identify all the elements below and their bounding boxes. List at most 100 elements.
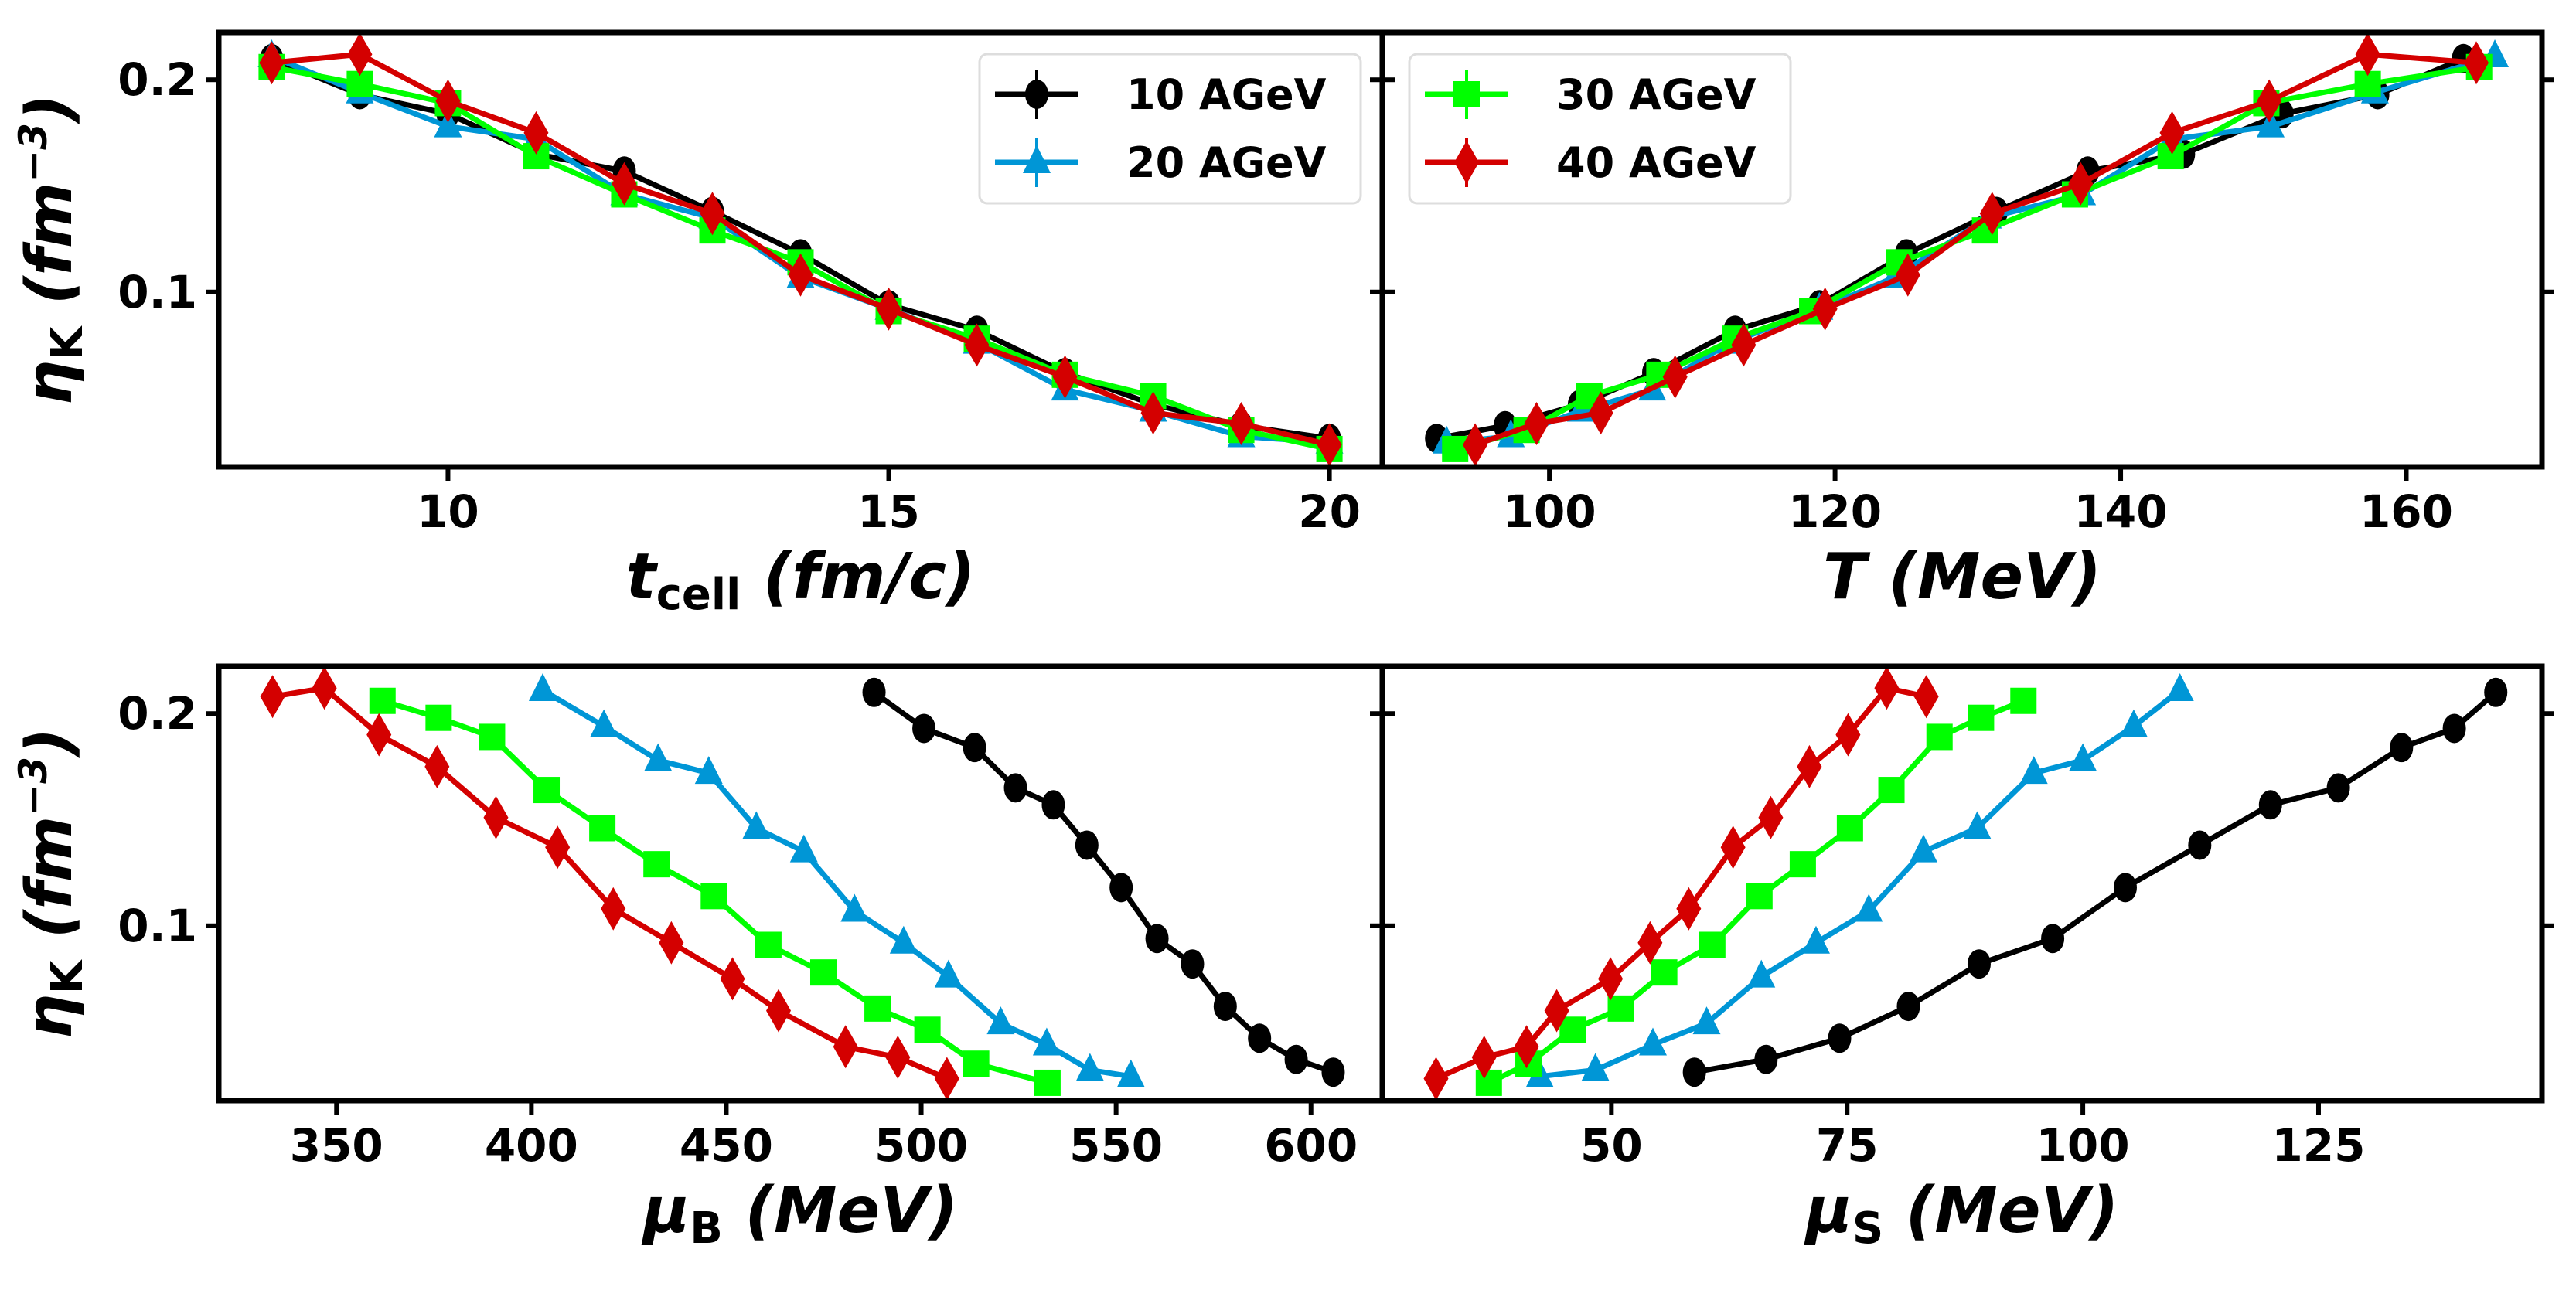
data-point <box>1676 887 1702 931</box>
data-point <box>1181 949 1205 979</box>
x-axis-label: μB (MeV) <box>641 1174 958 1254</box>
data-point <box>312 666 337 710</box>
panel-bottom-right: 50 75 100 125 μS (MeV) <box>1370 663 2554 1254</box>
data-point <box>1598 957 1624 1001</box>
x-axis-label: μS (MeV) <box>1804 1174 2119 1254</box>
data-point <box>700 883 727 910</box>
data-point <box>2258 790 2282 820</box>
data-point <box>876 287 901 331</box>
data-point <box>2355 32 2380 77</box>
data-point <box>1926 723 1953 751</box>
x-tick-label: 100 <box>1503 485 1596 538</box>
data-point <box>589 815 616 842</box>
data-point <box>1637 921 1663 965</box>
x-tick-label: 125 <box>2271 1119 2365 1172</box>
data-point <box>1075 830 1099 860</box>
legend-marker <box>1453 81 1480 107</box>
x-tick-label: 450 <box>680 1119 773 1172</box>
data-point <box>1423 1057 1449 1101</box>
x-axis-label: tcell (fm/c) <box>626 540 976 620</box>
data-point <box>1878 777 1905 804</box>
legend-marker <box>1025 80 1048 109</box>
data-point <box>1463 423 1488 467</box>
data-point <box>1041 790 1065 820</box>
y-axis-label: ηK (fm−3) <box>11 94 93 405</box>
data-point <box>2326 773 2350 803</box>
x-tick-label: 10 <box>417 485 479 538</box>
y-axis-label: ηK (fm−3) <box>11 727 93 1039</box>
data-point <box>2188 830 2212 860</box>
data-point <box>2010 687 2037 714</box>
data-point <box>1874 666 1900 710</box>
data-point <box>2068 162 2094 206</box>
axis-label-superscript: −3 <box>11 123 56 182</box>
legend-box <box>1408 53 1792 205</box>
x-tick-label: 20 <box>1298 485 1361 538</box>
legend-label: 30 AGeV <box>1556 70 1757 119</box>
data-point <box>788 253 813 297</box>
legend-label: 10 AGeV <box>1126 70 1327 119</box>
x-tick-label: 550 <box>1069 1119 1163 1172</box>
data-point <box>1607 995 1634 1022</box>
series-40-AGeV <box>259 32 1342 467</box>
data-point <box>434 109 462 138</box>
axis-label-units: (fm <box>13 816 87 961</box>
data-point <box>643 851 670 878</box>
axis-label-subscript: B <box>690 1203 723 1254</box>
data-point <box>1662 355 1688 399</box>
axis-label-units: (MeV) <box>723 1174 958 1247</box>
data-point <box>2119 709 2148 737</box>
data-point <box>1524 401 1549 445</box>
data-point <box>934 959 963 988</box>
data-point <box>424 744 450 788</box>
axis-label-close: ) <box>13 94 87 124</box>
data-point <box>694 756 723 785</box>
data-point <box>366 713 392 757</box>
data-point <box>644 743 673 771</box>
data-point <box>1116 1059 1145 1087</box>
data-point <box>2257 79 2282 123</box>
data-point <box>1801 925 1830 954</box>
data-point <box>912 713 936 744</box>
axis-label-symbol: μ <box>1804 1174 1852 1247</box>
data-point <box>1913 675 1939 719</box>
data-point <box>1746 883 1773 910</box>
data-point <box>934 1057 959 1101</box>
axis-label-symbol: T <box>1823 540 1871 614</box>
axis-label-subscript: cell <box>656 570 741 620</box>
data-point <box>1896 992 1920 1022</box>
x-tick-label: 50 <box>1580 1119 1643 1172</box>
data-point <box>1003 773 1027 803</box>
data-point <box>963 1050 990 1077</box>
axes-frame <box>1379 29 2545 470</box>
data-point <box>1109 873 1133 903</box>
data-point <box>1895 253 1920 297</box>
data-point <box>1963 811 1992 839</box>
data-point <box>986 1006 1015 1035</box>
data-point <box>1559 1016 1586 1043</box>
axis-label-subscript: K <box>43 325 93 360</box>
axis-label-units: (MeV) <box>1866 540 2101 614</box>
data-point <box>1797 744 1822 788</box>
data-point <box>1228 401 1254 445</box>
panel-top-left: 10 15 20 0.1 0.2 tcell (fm/c) ηK (fm−3) 10 AGeV… <box>11 29 1395 620</box>
data-point <box>1835 713 1861 757</box>
axis-label-units: (fm/c) <box>741 540 975 614</box>
data-point <box>528 673 557 702</box>
data-point <box>260 675 285 719</box>
data-point <box>840 893 869 922</box>
data-point <box>789 834 818 863</box>
data-point <box>1514 1025 1539 1069</box>
data-point <box>1967 949 1991 979</box>
data-point <box>590 709 618 737</box>
series-20-AGeV <box>528 673 1145 1087</box>
legend-marker <box>1023 145 1051 173</box>
axis-label-superscript: −3 <box>11 757 56 816</box>
legend-label: 40 AGeV <box>1556 138 1757 187</box>
x-tick-label: 120 <box>1788 485 1882 538</box>
data-point <box>2390 733 2414 763</box>
series-20-AGeV <box>1525 673 2194 1087</box>
data-point <box>1731 323 1757 367</box>
data-point <box>1213 992 1237 1022</box>
data-point <box>1284 1044 1308 1074</box>
